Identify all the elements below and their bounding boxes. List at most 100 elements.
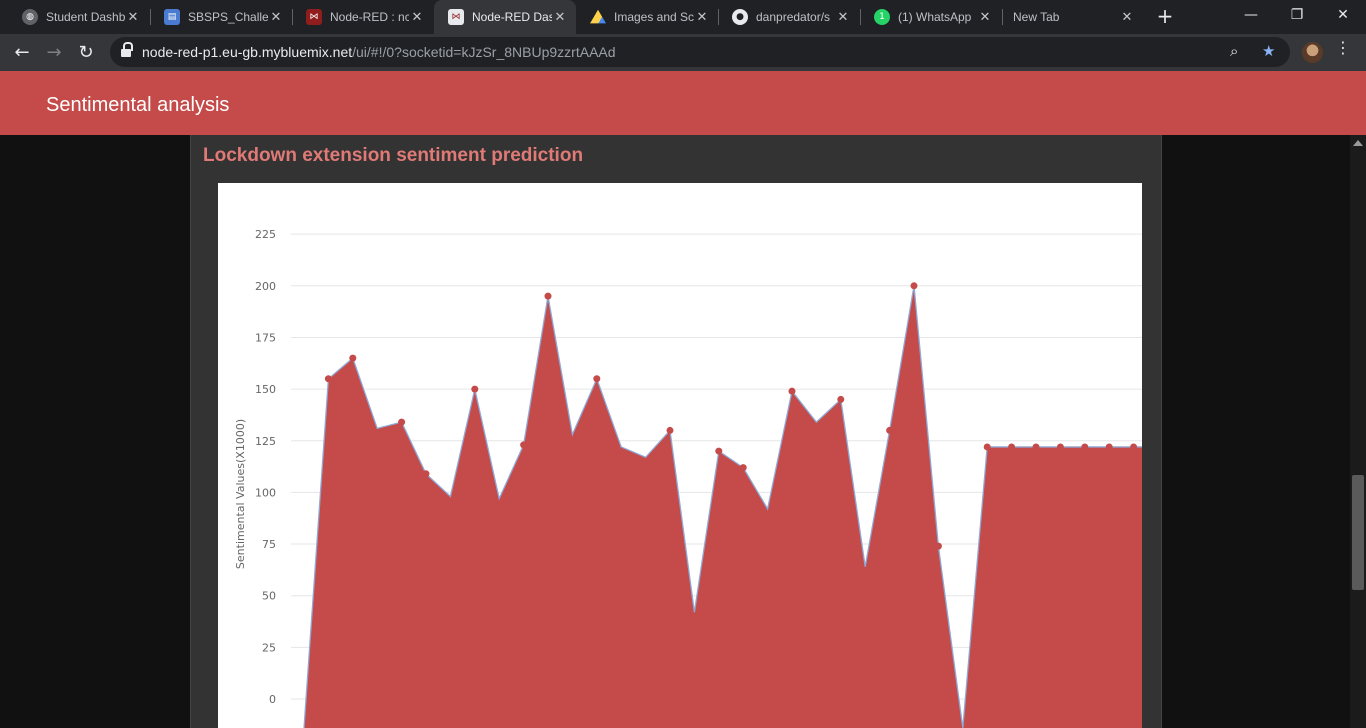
tab-title: danpredator/s: [756, 10, 831, 24]
tab-separator: [860, 9, 861, 25]
profile-avatar[interactable]: [1302, 42, 1323, 63]
forward-button[interactable]: →: [46, 42, 62, 63]
data-point[interactable]: [788, 387, 796, 395]
y-tick-label: 50: [262, 590, 276, 603]
close-icon[interactable]: ✕: [554, 9, 566, 25]
browser-tab[interactable]: Images and Sc ✕: [576, 0, 718, 34]
series-line: [303, 285, 1142, 728]
sentiment-area-chart: 0 25 50 75 100 125 150 175 200 225 Sentimental Va…: [234, 228, 1142, 728]
close-icon[interactable]: ✕: [270, 9, 282, 25]
y-tick-label: 75: [262, 538, 276, 551]
tab-separator: [1002, 9, 1003, 25]
tab-title: (1) WhatsApp: [898, 10, 972, 24]
zoom-icon[interactable]: ⌕: [1230, 42, 1239, 60]
tab-title: Node-RED : nc: [330, 10, 409, 24]
node-red-icon: ⋈: [448, 9, 464, 25]
close-icon[interactable]: ✕: [696, 9, 708, 25]
chart-card: Lockdown extension sentiment prediction …: [190, 135, 1162, 728]
page-scrollbar[interactable]: [1350, 135, 1366, 728]
close-icon[interactable]: ✕: [1121, 9, 1133, 25]
restore-button[interactable]: ❐: [1290, 7, 1304, 23]
data-point[interactable]: [910, 282, 918, 290]
browser-toolbar: ← → ↻ node-red-p1.eu-gb.mybluemix.net/ui…: [0, 34, 1366, 71]
new-tab-button[interactable]: +: [1156, 4, 1174, 28]
address-bar[interactable]: node-red-p1.eu-gb.mybluemix.net/ui/#!/0?…: [110, 37, 1290, 67]
y-tick-label: 225: [255, 228, 276, 241]
data-point[interactable]: [1056, 443, 1064, 451]
scroll-up-arrow-icon[interactable]: [1353, 140, 1363, 146]
y-tick-label: 100: [255, 486, 276, 499]
tab-separator: [150, 9, 151, 25]
y-tick-label: 0: [269, 693, 276, 706]
data-point[interactable]: [934, 542, 942, 550]
browser-tab[interactable]: ⋈ Node-RED : nc ✕: [292, 0, 433, 34]
data-point[interactable]: [593, 375, 601, 383]
back-button[interactable]: ←: [14, 42, 30, 63]
data-point[interactable]: [886, 426, 894, 434]
data-point[interactable]: [666, 426, 674, 434]
tab-title: Images and Sc: [614, 10, 694, 24]
data-point[interactable]: [1130, 443, 1138, 451]
url-text: node-red-p1.eu-gb.mybluemix.net/ui/#!/0?…: [142, 44, 616, 60]
whatsapp-icon: 1: [874, 9, 890, 25]
browser-tab[interactable]: ▤ SBSPS_Challen ✕: [150, 0, 292, 34]
google-drive-icon: [590, 9, 606, 24]
data-point[interactable]: [471, 385, 479, 393]
dashboard-title: Sentimental analysis: [46, 94, 230, 116]
data-point[interactable]: [544, 292, 552, 300]
scrollbar-thumb[interactable]: [1352, 475, 1364, 590]
data-point[interactable]: [837, 395, 845, 403]
lock-icon: [121, 42, 133, 58]
data-point[interactable]: [520, 441, 528, 449]
document-icon: ▤: [164, 9, 180, 25]
data-point[interactable]: [1008, 443, 1016, 451]
browser-tab[interactable]: ◍ Student Dashb ✕: [8, 0, 149, 34]
data-point[interactable]: [324, 375, 332, 383]
minimize-button[interactable]: —: [1244, 7, 1258, 23]
dashboard-content: Lockdown extension sentiment prediction …: [0, 135, 1350, 728]
data-point[interactable]: [739, 464, 747, 472]
browser-tab-active[interactable]: ⋈ Node-RED Das ✕: [434, 0, 576, 34]
close-icon[interactable]: ✕: [411, 9, 423, 25]
data-point[interactable]: [398, 418, 406, 426]
y-tick-label: 125: [255, 435, 276, 448]
star-icon[interactable]: ★: [1262, 42, 1276, 60]
y-tick-label: 25: [262, 641, 276, 654]
tab-separator: [718, 9, 719, 25]
close-icon[interactable]: ✕: [127, 9, 139, 25]
y-tick-label: 175: [255, 331, 276, 344]
data-point[interactable]: [349, 354, 357, 362]
data-point[interactable]: [1032, 443, 1040, 451]
chart-container: 0 25 50 75 100 125 150 175 200 225 Sentimental Va…: [218, 183, 1142, 728]
menu-icon[interactable]: ⋮: [1335, 38, 1351, 57]
browser-tab[interactable]: ● danpredator/s ✕: [718, 0, 859, 34]
github-icon: ●: [732, 9, 748, 25]
url-host: node-red-p1.eu-gb.mybluemix.net: [142, 44, 353, 60]
area-fill: [304, 285, 1142, 728]
tab-title: New Tab: [1013, 10, 1060, 24]
node-red-icon: ⋈: [306, 9, 322, 25]
close-icon[interactable]: ✕: [979, 9, 991, 25]
dashboard-header: Sentimental analysis: [0, 71, 1366, 135]
reload-button[interactable]: ↻: [78, 42, 94, 63]
data-point[interactable]: [1081, 443, 1089, 451]
close-window-button[interactable]: ✕: [1337, 7, 1349, 23]
tab-title: Student Dashb: [46, 10, 125, 24]
browser-tab-strip: ◍ Student Dashb ✕ ▤ SBSPS_Challen ✕ ⋈ No…: [0, 0, 1366, 34]
globe-icon: ◍: [22, 9, 38, 25]
browser-tab[interactable]: New Tab ✕: [1002, 0, 1143, 34]
y-tick-label: 150: [255, 383, 276, 396]
tab-separator: [292, 9, 293, 25]
y-axis-label: Sentimental Values(X1000): [234, 419, 247, 569]
y-tick-label: 200: [255, 280, 276, 293]
browser-tab[interactable]: 1 (1) WhatsApp ✕: [860, 0, 1001, 34]
tab-title: Node-RED Das: [472, 10, 552, 24]
data-point[interactable]: [422, 470, 430, 478]
data-point[interactable]: [715, 447, 723, 455]
data-point[interactable]: [983, 443, 991, 451]
close-icon[interactable]: ✕: [837, 9, 849, 25]
tab-title: SBSPS_Challen: [188, 10, 268, 24]
card-title: Lockdown extension sentiment prediction: [203, 145, 584, 166]
data-point[interactable]: [1105, 443, 1113, 451]
url-path: /ui/#!/0?socketid=kJzSr_8NBUp9zzrtAAAd: [352, 44, 616, 60]
